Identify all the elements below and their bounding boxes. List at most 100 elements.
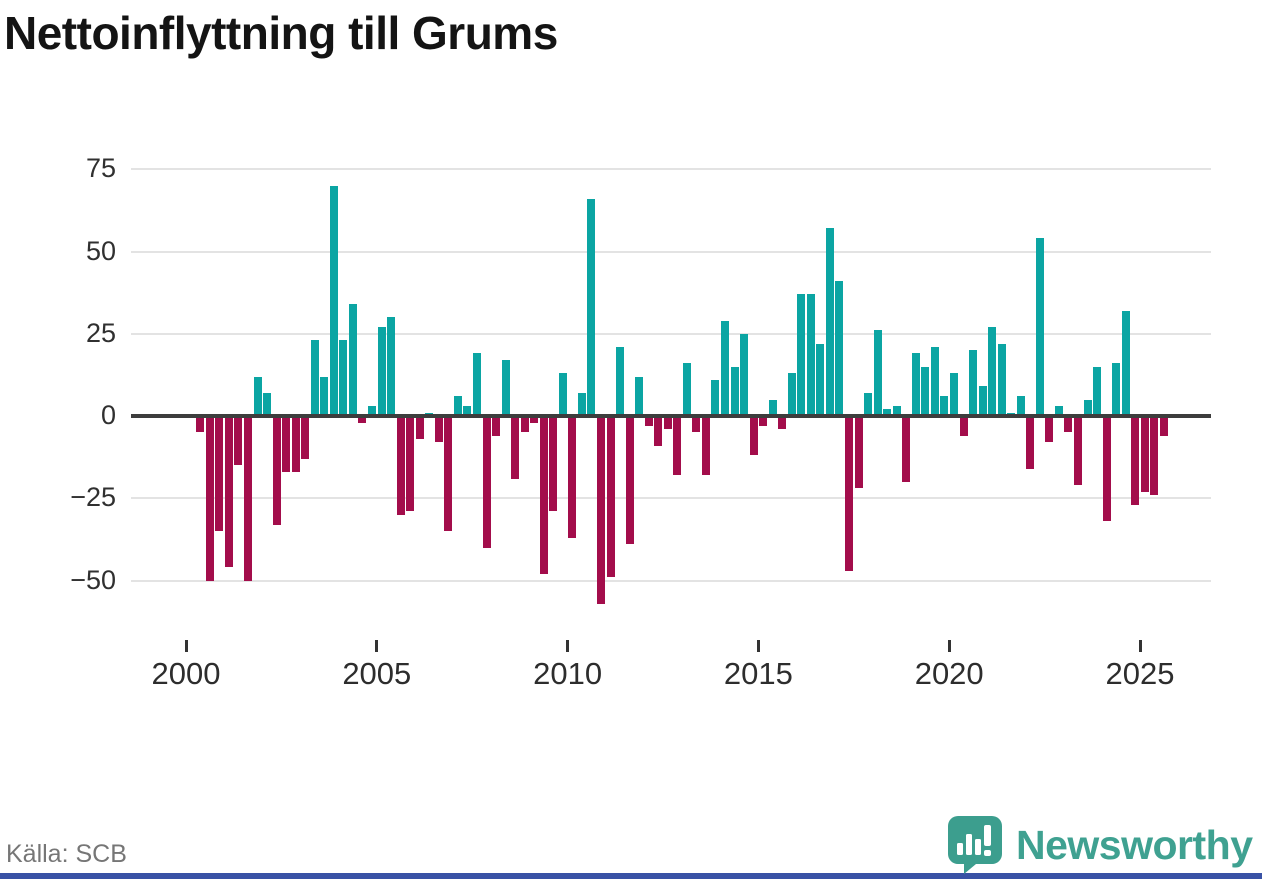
bar-2009-q1: [530, 416, 539, 423]
bottom-accent-bar: [0, 873, 1262, 879]
x-tick-2015: [756, 640, 760, 652]
bar-2010-q3: [587, 198, 596, 416]
bar-2017-q4: [864, 392, 873, 416]
bar-2007-q2: [463, 406, 472, 416]
bar-2001-q2: [234, 416, 243, 466]
gridline--25: [131, 497, 1211, 500]
bar-2024-q1: [1102, 416, 1111, 522]
bar-2005-q3: [396, 416, 405, 515]
x-tick-2020: [947, 640, 951, 652]
bar-2025-q3: [1159, 416, 1168, 436]
bar-2011-q3: [625, 416, 634, 545]
bar-2024-q2: [1112, 363, 1121, 416]
bar-2018-q1: [873, 330, 882, 416]
x-axis-label-2000: 2000: [151, 656, 221, 691]
bar-2017-q1: [835, 281, 844, 416]
bar-2015-q1: [759, 416, 768, 426]
bar-2014-q1: [721, 320, 729, 416]
bar-2020-q2: [959, 416, 968, 436]
bar-2017-q3: [854, 416, 863, 489]
zero-axis-line: [131, 414, 1211, 418]
bar-2021-q2: [997, 343, 1006, 416]
bar-2016-q3: [816, 343, 825, 416]
gridline-50: [131, 250, 1211, 253]
bar-2022-q2: [1035, 238, 1044, 416]
bar-2009-q4: [558, 373, 567, 416]
y-axis-label--25: −25: [70, 482, 116, 513]
bar-2004-q1: [339, 340, 348, 416]
gridline-75: [131, 168, 1211, 171]
bar-2005-q2: [387, 317, 396, 416]
bar-2015-q4: [787, 373, 796, 416]
bar-2003-q1: [301, 416, 310, 459]
x-tick-2010: [566, 640, 570, 652]
bar-2010-q1: [568, 416, 577, 538]
bar-2010-q2: [577, 392, 586, 416]
plot-area: 75 50 25 0 −25 −50 2000 2005 2010 2015 2020 2025: [70, 153, 1211, 691]
bar-2014-q2: [730, 366, 739, 416]
y-axis-label-75: 75: [85, 153, 116, 184]
bar-2020-q3: [969, 350, 978, 416]
bar-2007-q4: [482, 416, 491, 548]
bar-2004-q2: [348, 304, 357, 416]
bar-2004-q4: [368, 406, 377, 416]
bar-2014-q4: [749, 416, 758, 456]
bar-2024-q4: [1131, 416, 1140, 505]
bar-2008-q2: [501, 360, 510, 416]
bar-2024-q3: [1121, 310, 1130, 416]
bar-2023-q1: [1064, 416, 1073, 433]
bar-2006-q3: [434, 416, 443, 443]
bar-2018-q4: [902, 416, 911, 482]
bar-2015-q2: [768, 399, 777, 416]
x-axis-label-2015: 2015: [723, 656, 793, 691]
bar-2012-q4: [673, 416, 682, 476]
bar-2000-q4: [215, 416, 224, 532]
bar-2020-q4: [978, 386, 987, 416]
x-axis-label-2020: 2020: [914, 656, 984, 691]
x-axis-label-2005: 2005: [342, 656, 412, 691]
page-title: Nettoinflyttning till Grums: [4, 7, 558, 59]
bar-2016-q4: [825, 228, 834, 416]
bar-2023-q2: [1073, 416, 1082, 486]
bar-2013-q3: [701, 416, 710, 476]
bar-2016-q1: [797, 294, 806, 416]
bar-2013-q2: [692, 416, 701, 433]
bar-2025-q1: [1140, 416, 1149, 492]
bar-2006-q4: [444, 416, 453, 532]
bar-2025-q2: [1150, 416, 1159, 495]
x-tick-2025: [1138, 640, 1142, 652]
bar-2021-q1: [988, 327, 997, 416]
bar-2001-q4: [253, 376, 262, 416]
bar-2018-q2: [883, 409, 892, 416]
bar-2005-q4: [406, 416, 415, 512]
bar-2007-q3: [472, 353, 481, 416]
bar-2011-q2: [616, 346, 625, 416]
bar-2012-q2: [654, 416, 663, 446]
bar-2006-q1: [415, 416, 424, 440]
y-axis-label--50: −50: [70, 564, 116, 595]
bar-2002-q4: [291, 416, 300, 472]
bar-2003-q4: [329, 185, 338, 416]
bar-2003-q2: [310, 340, 319, 416]
bar-2001-q1: [224, 416, 233, 568]
y-axis-label-50: 50: [85, 235, 116, 266]
bar-2009-q3: [549, 416, 558, 512]
bar-2005-q1: [377, 327, 386, 416]
bar-2019-q1: [911, 353, 920, 416]
x-tick-2000: [184, 640, 188, 652]
y-axis-label-25: 25: [85, 317, 116, 348]
bar-2003-q3: [320, 376, 329, 416]
bar-2009-q2: [539, 416, 548, 574]
bar-2018-q3: [892, 406, 901, 416]
bar-2002-q2: [272, 416, 281, 525]
bar-2019-q2: [921, 366, 930, 416]
bar-2002-q3: [282, 416, 291, 472]
bar-2008-q4: [520, 416, 529, 433]
bar-2023-q4: [1093, 366, 1102, 416]
bar-2011-q1: [606, 416, 615, 578]
y-axis-label-0: 0: [100, 400, 116, 430]
x-axis-label-2025: 2025: [1105, 656, 1175, 691]
bar-2020-q1: [949, 373, 958, 416]
bar-2001-q3: [244, 416, 252, 581]
